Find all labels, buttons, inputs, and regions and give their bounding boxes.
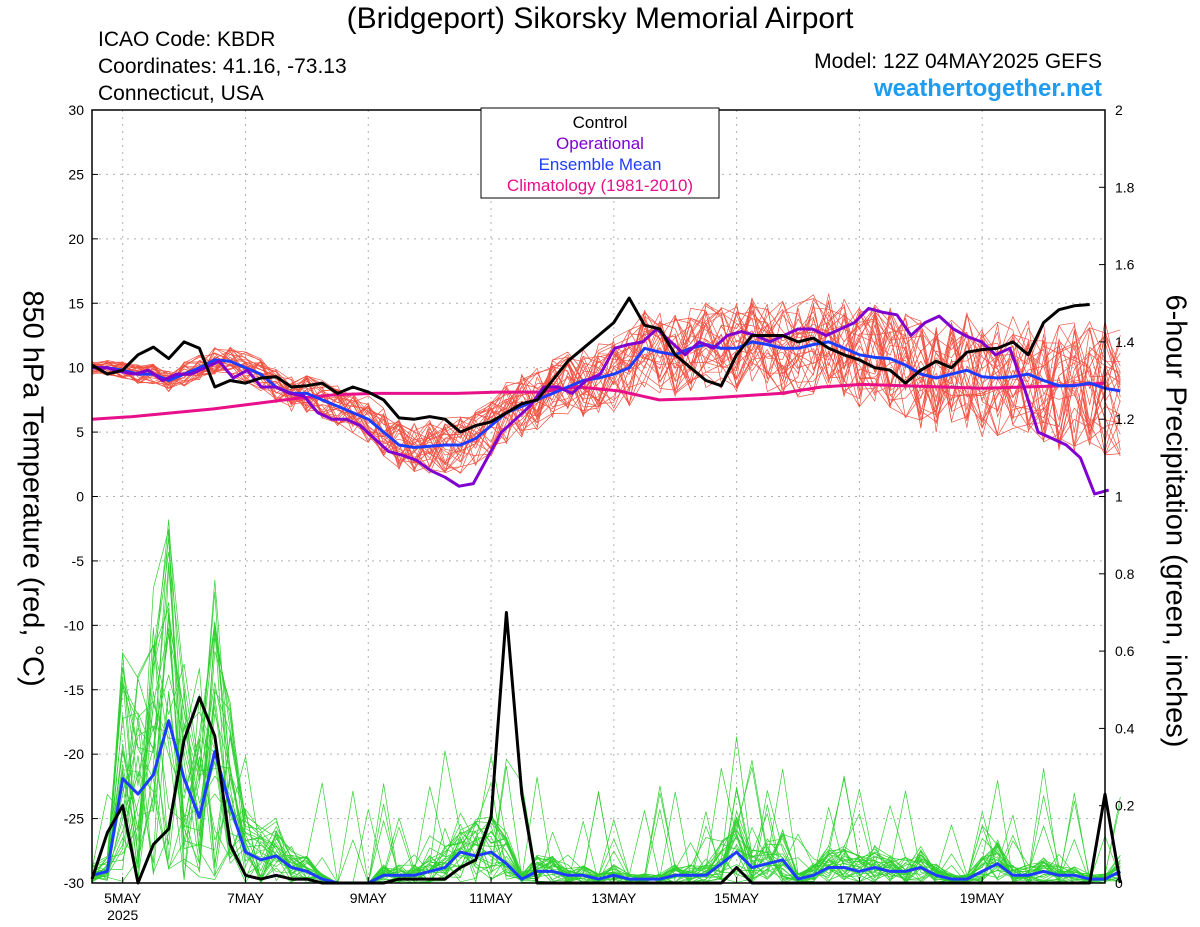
y2-tick-label: 0.2 xyxy=(1115,798,1135,814)
x-tick-label: 17MAY xyxy=(837,890,883,906)
y-tick-label: 15 xyxy=(68,295,84,311)
right-axis: 2 1.8 1.6 1.4 1.2 1 0.8 0.6 0.4 0.2 0 xyxy=(1099,102,1135,891)
chart-title: (Bridgeport) Sikorsky Memorial Airport xyxy=(346,2,854,35)
operational-temp-line xyxy=(92,306,1110,496)
temp-member-line xyxy=(91,302,1121,472)
y-tick-label: -20 xyxy=(64,746,84,762)
legend-climatology: Climatology (1981-2010) xyxy=(507,176,693,195)
x-tick-label: 15MAY xyxy=(714,890,760,906)
temp-member-line xyxy=(91,308,1121,455)
y2-tick-label: 0.8 xyxy=(1115,566,1135,582)
precip-member-line xyxy=(91,610,1121,884)
temp-member-line xyxy=(91,307,1121,464)
precip-member-line xyxy=(91,537,1121,884)
precip-member-line xyxy=(91,696,1121,884)
y-axis-title-right: 6-hour Precipitation (green, inches) xyxy=(1159,294,1192,748)
legend-box xyxy=(480,107,720,199)
y-tick-label: -30 xyxy=(64,875,84,891)
y2-tick-label: 1 xyxy=(1115,489,1123,505)
y2-tick-label: 1.8 xyxy=(1115,179,1135,195)
legend-operational: Operational xyxy=(556,134,644,153)
y2-tick-label: 2 xyxy=(1115,102,1123,118)
y-tick-label: -25 xyxy=(64,811,84,827)
y2-tick-label: 1.6 xyxy=(1115,257,1135,273)
y-tick-label: -10 xyxy=(64,617,84,633)
main-series xyxy=(90,296,1122,885)
region: Connecticut, USA xyxy=(98,82,264,105)
temp-member-line xyxy=(91,297,1121,473)
website-link[interactable]: weathertogether.net xyxy=(873,75,1102,102)
ensemble-mean-precip-line xyxy=(91,719,1121,885)
y-tick-label: 25 xyxy=(68,166,84,182)
y-tick-label: 5 xyxy=(76,424,84,440)
grid-lines xyxy=(92,110,1105,883)
temp-member-line xyxy=(91,309,1121,454)
x-tick-label: 13MAY xyxy=(591,890,637,906)
precip-member-line xyxy=(91,633,1121,884)
y-tick-label: 0 xyxy=(76,489,84,505)
x-tick-label: 19MAY xyxy=(960,890,1006,906)
y-tick-label: 10 xyxy=(68,360,84,376)
y-axis-title-left: 850 hPa Temperature (red, °C) xyxy=(16,290,49,687)
temp-member-line xyxy=(91,298,1121,464)
coordinates: Coordinates: 41.16, -73.13 xyxy=(98,55,347,78)
icao-code: ICAO Code: KBDR xyxy=(98,28,276,51)
y-tick-label: 20 xyxy=(68,231,84,247)
y2-tick-label: 0 xyxy=(1115,875,1123,891)
precip-members xyxy=(91,519,1121,884)
precip-member-line xyxy=(91,519,1121,884)
y2-tick-label: 1.4 xyxy=(1115,334,1135,350)
precip-member-line xyxy=(91,668,1121,884)
x-tick-label: 7MAY xyxy=(227,890,265,906)
x-tick-label: 9MAY xyxy=(350,890,388,906)
y2-tick-label: 0.6 xyxy=(1115,643,1135,659)
precip-member-line xyxy=(91,528,1121,884)
x-tick-label: 5MAY xyxy=(104,890,142,906)
y-tick-label: 30 xyxy=(68,102,84,118)
y-tick-label: -5 xyxy=(72,553,85,569)
model-run: Model: 12Z 04MAY2025 GEFS xyxy=(814,50,1102,73)
x-tick-label: 11MAY xyxy=(469,890,513,906)
precip-member-line xyxy=(91,627,1121,884)
y2-tick-label: 1.2 xyxy=(1115,411,1135,427)
left-axis: 30 25 20 15 10 5 0 -5 -10 -15 -20 -25 -30 xyxy=(64,102,98,891)
y-tick-label: -15 xyxy=(64,682,84,698)
control-temp-line xyxy=(91,296,1090,434)
precip-member-line xyxy=(91,529,1121,884)
precip-member-line xyxy=(91,691,1121,884)
x-tick-sublabel: 2025 xyxy=(107,907,138,923)
legend-ensemble-mean: Ensemble Mean xyxy=(539,155,662,174)
legend: Control Operational Ensemble Mean Climat… xyxy=(480,107,720,199)
precip-member-line xyxy=(91,632,1121,884)
temp-member-line xyxy=(91,298,1121,474)
temp-member-line xyxy=(91,314,1121,472)
precip-member-line xyxy=(91,607,1121,884)
precip-member-line xyxy=(91,691,1121,884)
climatology-line xyxy=(91,381,1106,421)
legend-control: Control xyxy=(573,113,628,132)
ensemble-mean-temp-line xyxy=(92,340,1121,449)
y2-tick-label: 0.4 xyxy=(1115,720,1135,736)
temp-member-line xyxy=(91,310,1121,463)
